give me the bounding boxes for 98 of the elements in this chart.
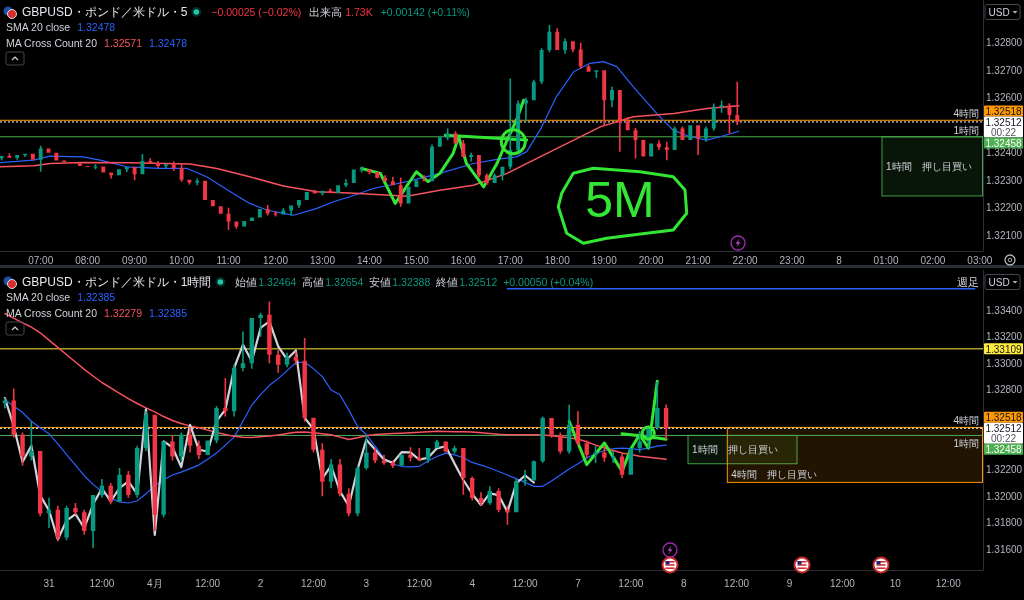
y-tick-label: 1.32800 bbox=[986, 37, 1023, 49]
x-tick-label: 12:00 bbox=[724, 577, 750, 589]
text: 1.32512 bbox=[985, 422, 1023, 434]
annotation: 1.32388 bbox=[392, 276, 431, 288]
x-tick-label: 8 bbox=[680, 577, 687, 589]
annotation: 1.32385 bbox=[77, 291, 116, 303]
annotation: 始値 bbox=[235, 276, 258, 288]
x-tick-label: 10 bbox=[889, 577, 902, 589]
x-tick-label: 13:00 bbox=[309, 254, 336, 266]
x-tick-label: 12:00 bbox=[935, 577, 962, 589]
x-tick-label: 8 bbox=[836, 254, 843, 266]
annotation: 1.32478 bbox=[149, 37, 188, 49]
x-tick-label: 12:00 bbox=[829, 577, 856, 589]
annotation: 安値 bbox=[369, 276, 392, 288]
annotation: 1.32385 bbox=[149, 307, 188, 319]
text: 00:22 bbox=[990, 432, 1017, 444]
x-tick-label: 15:00 bbox=[403, 254, 430, 266]
annotation: SMA 20 close bbox=[6, 21, 71, 33]
x-tick-label: 07:00 bbox=[28, 254, 54, 266]
text: 1.33109 bbox=[985, 343, 1023, 355]
annotation: +0.00142 (+0.11%) bbox=[380, 6, 470, 18]
annotation: 1.32654 bbox=[325, 276, 364, 288]
x-tick-label: 4 bbox=[469, 577, 476, 589]
y-tick-label: 1.32400 bbox=[986, 147, 1023, 159]
x-tick-label: 02:00 bbox=[920, 254, 946, 266]
band-label: 1時間 押し目買い bbox=[886, 160, 972, 172]
annotation: 1.32464 bbox=[258, 276, 297, 288]
y-tick-label: 1.33000 bbox=[986, 357, 1023, 369]
x-tick-label: 08:00 bbox=[75, 254, 101, 266]
ref-line-label: 4時間 bbox=[953, 415, 979, 427]
y-tick-label: 1.32700 bbox=[986, 64, 1023, 76]
y-tick-label: 1.33400 bbox=[986, 304, 1023, 316]
y-tick-label: 1.33200 bbox=[986, 331, 1023, 343]
text: USD bbox=[988, 6, 1010, 18]
text: 1.32518 bbox=[985, 411, 1023, 423]
x-tick-label: 20:00 bbox=[638, 254, 665, 266]
text: 1.32518 bbox=[985, 105, 1023, 117]
x-tick-label: 31 bbox=[43, 577, 55, 589]
annotation: 終値 bbox=[435, 276, 459, 288]
y-tick-label: 1.32800 bbox=[986, 384, 1023, 396]
x-tick-label: 12:00 bbox=[512, 577, 539, 589]
annotation: 高値 bbox=[302, 276, 325, 288]
x-tick-label: 4月 bbox=[147, 577, 163, 589]
x-tick-label: 12:00 bbox=[300, 577, 327, 589]
x-tick-label: 2 bbox=[257, 577, 264, 589]
x-tick-label: 10:00 bbox=[169, 254, 195, 266]
x-tick-label: 23:00 bbox=[779, 254, 805, 266]
annotation: MA Cross Count 20 bbox=[6, 37, 98, 49]
ref-line-label: 1時間 bbox=[953, 124, 979, 136]
y-tick-label: 1.32600 bbox=[986, 92, 1023, 104]
x-tick-label: 03:00 bbox=[967, 254, 993, 266]
annotation: 1.32478 bbox=[77, 21, 116, 33]
annotation: 出来高 bbox=[309, 6, 343, 18]
annotation: 週足 bbox=[957, 276, 979, 288]
x-tick-label: 01:00 bbox=[873, 254, 899, 266]
ref-line-label: 4時間 bbox=[953, 108, 979, 120]
chart-title: GBPUSD・ポンド／米ドル・5 bbox=[22, 5, 188, 19]
y-tick-label: 1.31800 bbox=[986, 517, 1023, 529]
y-tick-label: 1.32200 bbox=[986, 202, 1023, 214]
text: 1.32458 bbox=[985, 443, 1023, 455]
y-tick-label: 1.31600 bbox=[986, 544, 1023, 556]
ref-line-label: 1時間 bbox=[953, 438, 979, 450]
x-tick-label: 12:00 bbox=[195, 577, 221, 589]
text: USD bbox=[988, 276, 1010, 288]
x-tick-label: 3 bbox=[363, 577, 370, 589]
x-tick-label: 17:00 bbox=[497, 254, 524, 266]
annotation: SMA 20 close bbox=[6, 291, 71, 303]
x-tick-label: 22:00 bbox=[732, 254, 759, 266]
y-tick-label: 1.32300 bbox=[986, 174, 1023, 186]
text: 00:22 bbox=[990, 126, 1017, 138]
text: 1.32458 bbox=[985, 137, 1023, 149]
annotation: 1.32571 bbox=[104, 37, 143, 49]
band-label: 1時間 押し目買い bbox=[692, 444, 778, 456]
y-tick-label: 1.32200 bbox=[986, 464, 1023, 476]
x-tick-label: 12:00 bbox=[262, 254, 289, 266]
x-tick-label: 12:00 bbox=[89, 577, 115, 589]
annotation: MA Cross Count 20 bbox=[6, 307, 98, 319]
x-tick-label: 19:00 bbox=[591, 254, 618, 266]
y-tick-label: 1.32100 bbox=[986, 229, 1023, 241]
text: 1.32512 bbox=[985, 116, 1023, 128]
band-label: 4時間 押し目買い bbox=[731, 468, 817, 480]
x-tick-label: 11:00 bbox=[216, 254, 242, 266]
x-tick-label: 18:00 bbox=[544, 254, 571, 266]
x-tick-label: 09:00 bbox=[122, 254, 148, 266]
x-tick-label: 7 bbox=[575, 577, 582, 589]
annotation: 1.32279 bbox=[104, 307, 143, 319]
annotation: 1.73K bbox=[345, 6, 373, 18]
x-tick-label: 12:00 bbox=[618, 577, 644, 589]
x-tick-label: 9 bbox=[786, 577, 793, 589]
x-tick-label: 16:00 bbox=[450, 254, 477, 266]
annotation: +0.00050 (+0.04%) bbox=[503, 276, 594, 288]
x-tick-label: 21:00 bbox=[685, 254, 712, 266]
annotation: 1.32512 bbox=[459, 276, 498, 288]
chart-title: GBPUSD・ポンド／米ドル・1時間 bbox=[22, 275, 212, 289]
x-tick-label: 14:00 bbox=[356, 254, 383, 266]
y-tick-label: 1.32000 bbox=[986, 490, 1023, 502]
x-tick-label: 12:00 bbox=[406, 577, 433, 589]
annotation: −0.00025 (−0.02%) bbox=[211, 6, 302, 18]
